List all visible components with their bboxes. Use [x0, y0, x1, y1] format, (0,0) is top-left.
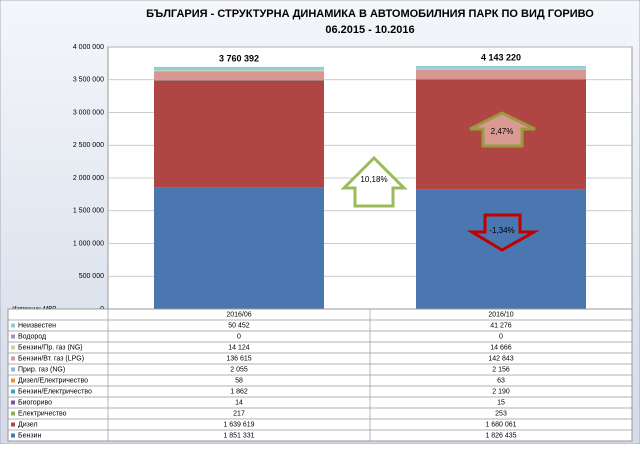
legend-swatch: [11, 423, 15, 427]
y-tick-label: 2 000 000: [73, 175, 104, 182]
y-tick-label: 1 000 000: [73, 240, 104, 247]
legend-label: Бензин/Електричество: [18, 388, 92, 395]
table-value: 15: [497, 399, 505, 406]
legend-label: Бензин: [18, 432, 41, 439]
table-value: 136 615: [226, 355, 251, 362]
legend-swatch: [11, 324, 15, 328]
table-value: 142 843: [488, 355, 513, 362]
table-value: 2 156: [492, 366, 510, 373]
table-value: 41 276: [490, 322, 512, 329]
table-value: 0: [237, 333, 241, 340]
table-value: 63: [497, 377, 505, 384]
legend-label: Електричество: [18, 410, 67, 417]
y-tick-label: 1 500 000: [73, 208, 104, 215]
table-value: 14 666: [490, 344, 512, 351]
legend-swatch: [11, 412, 15, 416]
legend-label: Бензин/Вт. газ (LPG): [18, 355, 84, 362]
table-value: 50 452: [228, 322, 250, 329]
table-value: 14: [235, 399, 243, 406]
table-value: 1 862: [230, 388, 248, 395]
legend-swatch: [11, 335, 15, 339]
bar-segment: [416, 66, 586, 69]
table-value: 1 851 331: [223, 432, 254, 439]
bar-segment: [154, 67, 324, 70]
total-label: 3 760 392: [219, 53, 259, 63]
annotation: 2,47%: [491, 127, 514, 136]
table-value: 14 124: [228, 344, 250, 351]
legend-swatch: [11, 379, 15, 383]
y-tick-label: 3 000 000: [73, 109, 104, 116]
table-value: 2 190: [492, 388, 510, 395]
table-value: 1 680 061: [485, 421, 516, 428]
y-tick-label: 500 000: [79, 273, 104, 280]
table-value: 1 826 435: [485, 432, 516, 439]
annotation: -1,34%: [489, 226, 514, 235]
table-value: 253: [495, 410, 507, 417]
bar-segment: [154, 71, 324, 80]
y-tick-label: 3 500 000: [73, 77, 104, 84]
legend-swatch: [11, 401, 15, 405]
legend-swatch: [11, 434, 15, 438]
legend-label: Неизвестен: [18, 322, 56, 329]
y-tick-label: 2 500 000: [73, 142, 104, 149]
chart-title: БЪЛГАРИЯ - СТРУКТУРНА ДИНАМИКА В АВТОМОБ…: [146, 8, 594, 20]
bar-segment: [416, 70, 586, 79]
bar-segment: [154, 188, 324, 309]
legend-swatch: [11, 357, 15, 361]
legend-swatch: [11, 346, 15, 350]
table-value: 58: [235, 377, 243, 384]
legend-label: Прир. газ (NG): [18, 366, 65, 373]
x-tick-label: 2016/06: [226, 311, 251, 318]
legend-label: Бензин/Пр. газ (NG): [18, 344, 83, 351]
table-value: 2 055: [230, 366, 248, 373]
legend-label: Водород: [18, 333, 46, 340]
legend-label: Биогориво: [18, 399, 52, 406]
bar-segment: [154, 80, 324, 187]
annotation: 10,18%: [360, 175, 387, 184]
chart-subtitle: 06.2015 - 10.2016: [325, 24, 414, 36]
total-label: 4 143 220: [481, 52, 521, 62]
table-value: 217: [233, 410, 245, 417]
y-tick-label: 4 000 000: [73, 44, 104, 51]
legend-swatch: [11, 390, 15, 394]
bar-segment: [416, 69, 586, 70]
table-value: 0: [499, 333, 503, 340]
legend-swatch: [11, 368, 15, 372]
legend-label: Дизел: [18, 421, 38, 428]
table-value: 1 639 619: [223, 421, 254, 428]
x-tick-label: 2016/10: [488, 311, 513, 318]
bar-segment: [154, 70, 324, 71]
legend-label: Дизел/Електричество: [18, 377, 88, 384]
